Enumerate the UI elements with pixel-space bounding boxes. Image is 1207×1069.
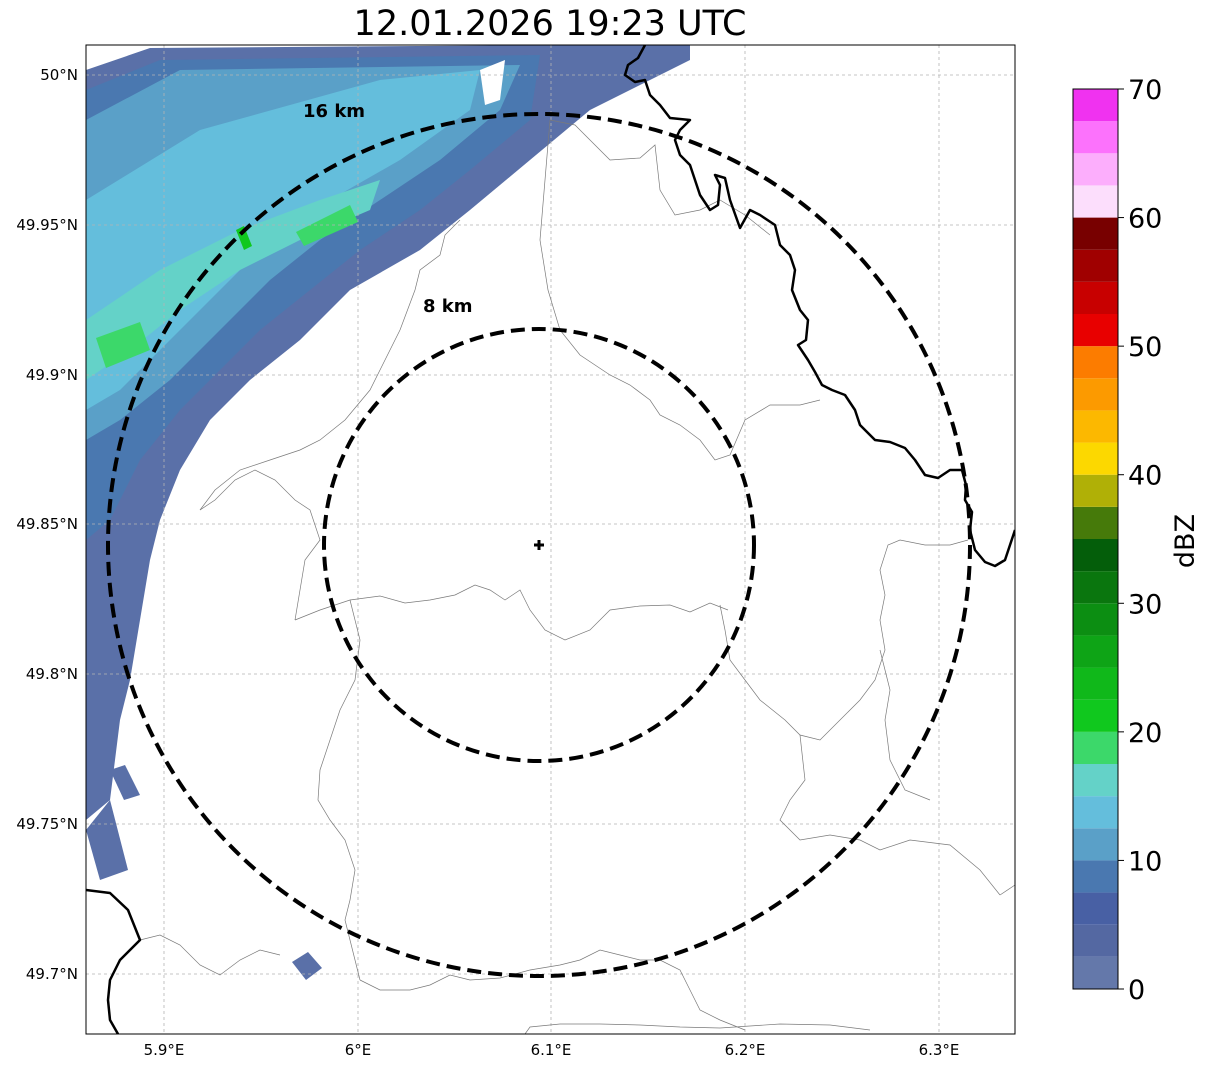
colorbar-segment	[1073, 828, 1118, 861]
echo-fringe-2	[292, 952, 322, 980]
x-tick-label: 6.1°E	[531, 1041, 572, 1059]
colorbar-tick-label: 40	[1128, 461, 1162, 492]
range-ring-8km	[322, 327, 756, 763]
x-tick-labels: 5.9°E 6°E 6.1°E 6.2°E 6.3°E	[144, 1041, 960, 1059]
range-rings	[106, 112, 972, 978]
echo-fringe-1	[86, 800, 128, 880]
range-ring-label-16km: 16 km	[303, 101, 365, 122]
x-tick-label: 6.2°E	[725, 1041, 766, 1059]
colorbar-segment	[1073, 217, 1118, 250]
colorbar-segment	[1073, 378, 1118, 411]
colorbar-tick-label: 60	[1128, 204, 1162, 235]
colorbar-segment	[1073, 346, 1118, 379]
colorbar-segment	[1073, 506, 1118, 539]
colorbar-segment	[1073, 121, 1118, 154]
y-tick-label: 50°N	[40, 66, 78, 84]
colorbar-segment	[1073, 249, 1118, 282]
range-ring-16km	[106, 112, 972, 978]
colorbar-segment	[1073, 539, 1118, 572]
colorbar-segment	[1073, 153, 1118, 186]
colorbar-tick-label: 50	[1128, 332, 1162, 363]
colorbar-segment	[1073, 764, 1118, 797]
map-title: 12.01.2026 19:23 UTC	[353, 4, 747, 44]
colorbar-segment	[1073, 956, 1118, 989]
colorbar-label: dBZ	[1170, 514, 1201, 568]
y-tick-label: 49.85°N	[16, 515, 78, 533]
colorbar-segment	[1073, 185, 1118, 218]
echo-band-cyan	[86, 70, 480, 410]
radar-site-marker	[534, 540, 544, 550]
reflectivity-layer	[86, 45, 690, 980]
colorbar-segment	[1073, 731, 1118, 764]
colorbar-segment	[1073, 667, 1118, 700]
colorbar: 0 10 20 30 40 50 60 70 dBZ	[1072, 75, 1201, 1006]
y-tick-labels: 50°N 49.95°N 49.9°N 49.85°N 49.8°N 49.75…	[16, 66, 78, 983]
y-tick-label: 49.75°N	[16, 815, 78, 833]
echo-fringe-3	[110, 765, 140, 800]
x-tick-label: 6°E	[345, 1041, 372, 1059]
y-tick-label: 49.9°N	[26, 366, 78, 384]
colorbar-ticks: 0 10 20 30 40 50 60 70	[1118, 75, 1162, 1006]
colorbar-tick-label: 20	[1128, 718, 1162, 749]
colorbar-segments	[1073, 89, 1118, 989]
colorbar-segment	[1073, 89, 1118, 122]
range-ring-label-8km: 8 km	[423, 296, 473, 317]
colorbar-segment	[1073, 699, 1118, 732]
echo-notch	[480, 60, 505, 105]
gridlines	[86, 45, 1015, 1034]
colorbar-segment	[1073, 474, 1118, 507]
colorbar-segment	[1073, 892, 1118, 925]
y-tick-label: 49.95°N	[16, 216, 78, 234]
x-tick-label: 5.9°E	[144, 1041, 185, 1059]
colorbar-tick-label: 0	[1128, 975, 1145, 1006]
colorbar-tick-label: 30	[1128, 589, 1162, 620]
colorbar-segment	[1073, 571, 1118, 604]
colorbar-segment	[1073, 860, 1118, 893]
echo-cell-green-2	[96, 322, 150, 368]
colorbar-tick-label: 70	[1128, 75, 1162, 106]
y-tick-label: 49.8°N	[26, 665, 78, 683]
colorbar-segment	[1073, 635, 1118, 668]
colorbar-frame	[1072, 88, 1119, 990]
colorbar-segment	[1073, 281, 1118, 314]
x-tick-label: 6.3°E	[919, 1041, 960, 1059]
colorbar-segment	[1073, 796, 1118, 829]
colorbar-segment	[1073, 603, 1118, 636]
colorbar-segment	[1073, 924, 1118, 957]
colorbar-segment	[1073, 442, 1118, 475]
map-frame	[85, 44, 1016, 1035]
colorbar-segment	[1073, 314, 1118, 347]
colorbar-segment	[1073, 410, 1118, 443]
y-tick-label: 49.7°N	[26, 965, 78, 983]
echo-cell-green-1	[296, 205, 358, 246]
colorbar-tick-label: 10	[1128, 846, 1162, 877]
